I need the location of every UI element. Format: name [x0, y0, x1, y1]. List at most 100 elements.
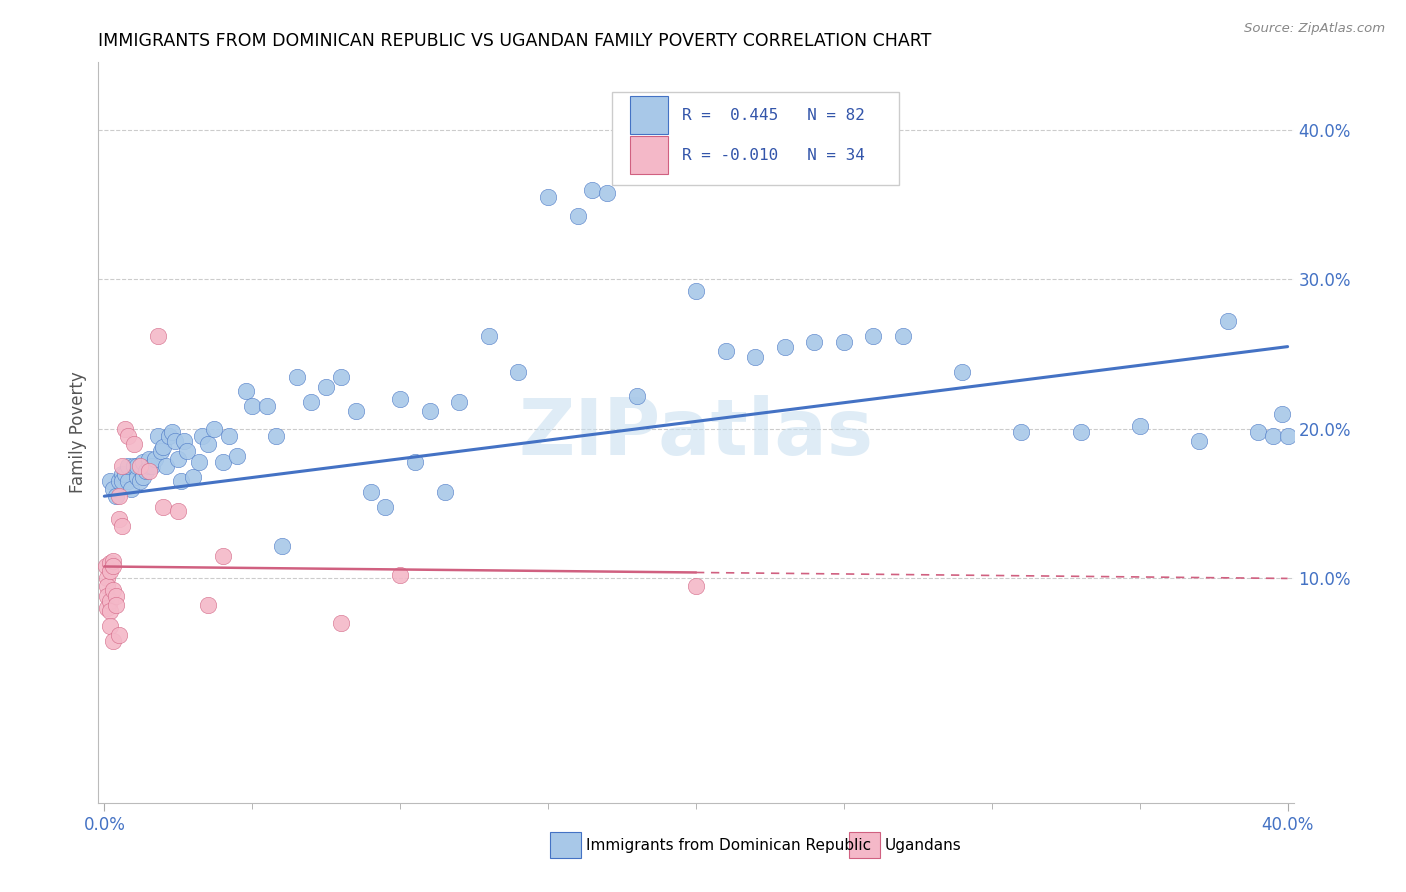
- Point: [1129, 418, 1152, 433]
- Point: [950, 365, 973, 379]
- Point: [211, 455, 233, 469]
- Point: [211, 549, 233, 563]
- Point: [188, 455, 211, 469]
- Point: [103, 553, 125, 567]
- Point: [103, 583, 125, 598]
- Point: [176, 444, 198, 458]
- Text: ZIPatlas: ZIPatlas: [519, 394, 873, 471]
- Point: [285, 369, 308, 384]
- Point: [120, 482, 142, 496]
- Point: [449, 395, 471, 409]
- Point: [567, 210, 589, 224]
- Point: [111, 467, 134, 481]
- Point: [122, 437, 145, 451]
- Point: [330, 369, 353, 384]
- Point: [96, 571, 118, 585]
- Y-axis label: Family Poverty: Family Poverty: [69, 372, 87, 493]
- Point: [128, 474, 150, 488]
- Point: [103, 482, 125, 496]
- Point: [714, 344, 737, 359]
- Point: [685, 285, 707, 299]
- Text: Immigrants from Dominican Republic: Immigrants from Dominican Republic: [586, 838, 872, 853]
- Point: [1261, 429, 1284, 443]
- Point: [114, 467, 136, 481]
- Point: [162, 425, 184, 439]
- Point: [226, 449, 249, 463]
- Point: [240, 400, 263, 414]
- Point: [138, 464, 160, 478]
- Point: [862, 329, 884, 343]
- Point: [181, 469, 204, 483]
- Point: [803, 335, 825, 350]
- Point: [96, 590, 118, 604]
- Point: [138, 459, 160, 474]
- Point: [773, 340, 796, 354]
- Point: [256, 400, 278, 414]
- Text: Source: ZipAtlas.com: Source: ZipAtlas.com: [1244, 22, 1385, 36]
- Point: [389, 568, 412, 582]
- Point: [626, 389, 648, 403]
- Point: [96, 579, 118, 593]
- Point: [146, 429, 169, 443]
- Point: [108, 511, 131, 525]
- Point: [149, 444, 172, 458]
- Point: [197, 437, 219, 451]
- Point: [105, 489, 128, 503]
- Point: [419, 404, 441, 418]
- Point: [197, 599, 219, 613]
- Point: [111, 459, 134, 474]
- Point: [1277, 429, 1299, 443]
- Point: [685, 579, 707, 593]
- Point: [135, 464, 157, 478]
- Point: [344, 404, 367, 418]
- Point: [1218, 314, 1240, 328]
- Point: [173, 434, 195, 448]
- Point: [744, 350, 766, 364]
- Point: [122, 459, 145, 474]
- Point: [891, 329, 914, 343]
- Point: [146, 329, 169, 343]
- Point: [581, 183, 603, 197]
- Point: [170, 474, 193, 488]
- Point: [152, 440, 174, 454]
- Point: [108, 489, 131, 503]
- Point: [132, 469, 155, 483]
- Point: [1271, 407, 1294, 421]
- Point: [98, 619, 121, 633]
- Point: [111, 519, 134, 533]
- Point: [218, 429, 240, 443]
- Point: [433, 484, 456, 499]
- Text: Ugandans: Ugandans: [884, 838, 962, 853]
- Point: [94, 559, 117, 574]
- Point: [108, 628, 131, 642]
- Point: [157, 429, 180, 443]
- Point: [117, 474, 139, 488]
- Point: [132, 455, 155, 469]
- Point: [389, 392, 412, 406]
- Point: [191, 429, 214, 443]
- Point: [138, 451, 160, 466]
- Point: [108, 474, 131, 488]
- Point: [508, 365, 530, 379]
- FancyBboxPatch shape: [550, 831, 581, 858]
- Point: [117, 429, 139, 443]
- Point: [98, 604, 121, 618]
- Point: [103, 634, 125, 648]
- Point: [105, 590, 128, 604]
- Point: [596, 186, 619, 200]
- Point: [98, 474, 121, 488]
- Point: [360, 484, 382, 499]
- Point: [143, 451, 166, 466]
- Point: [537, 190, 560, 204]
- Point: [155, 459, 177, 474]
- Text: R =  0.445   N = 82: R = 0.445 N = 82: [682, 108, 865, 123]
- Point: [165, 434, 187, 448]
- FancyBboxPatch shape: [849, 831, 880, 858]
- Point: [832, 335, 855, 350]
- Point: [264, 429, 287, 443]
- Point: [152, 500, 174, 514]
- Point: [111, 474, 134, 488]
- FancyBboxPatch shape: [630, 96, 668, 135]
- FancyBboxPatch shape: [613, 92, 900, 185]
- Text: IMMIGRANTS FROM DOMINICAN REPUBLIC VS UGANDAN FAMILY POVERTY CORRELATION CHART: IMMIGRANTS FROM DOMINICAN REPUBLIC VS UG…: [98, 32, 932, 50]
